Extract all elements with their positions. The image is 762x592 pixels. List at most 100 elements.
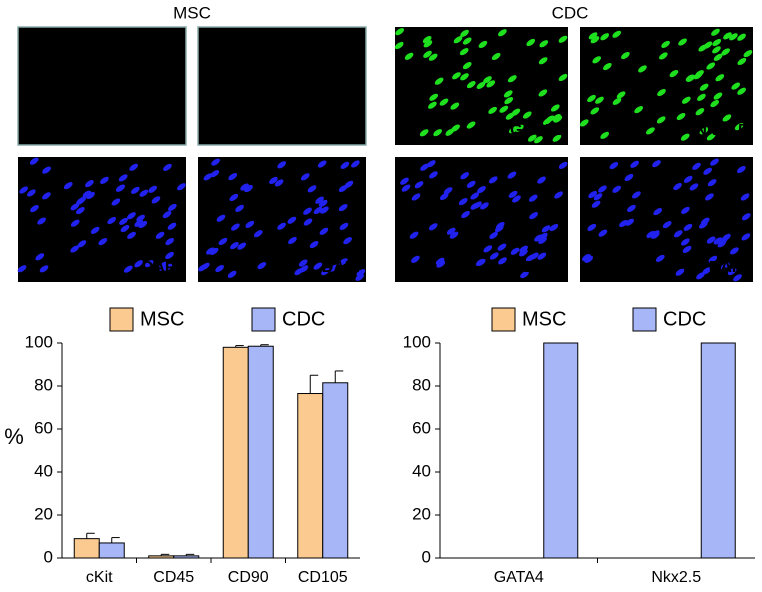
nucleus — [422, 36, 432, 44]
nucleus — [473, 201, 482, 209]
nucleus — [434, 77, 444, 85]
nucleus — [253, 230, 263, 238]
nucleus — [355, 273, 365, 281]
nucleus — [558, 73, 568, 82]
bar — [222, 346, 249, 559]
nucleus — [404, 52, 414, 60]
nucleus — [235, 204, 244, 212]
nucleus — [218, 237, 228, 246]
nucleus — [681, 206, 690, 214]
nucleus — [588, 32, 598, 40]
nucleus — [111, 198, 121, 206]
panel-label: GATA4 — [128, 122, 180, 139]
nucleus — [542, 117, 552, 125]
error-bar — [86, 532, 95, 539]
nucleus — [227, 270, 237, 278]
nucleus — [741, 213, 751, 221]
nucleus — [717, 240, 727, 248]
nucleus — [652, 160, 661, 168]
nucleus — [27, 189, 36, 197]
nucleus — [428, 53, 438, 61]
nucleus — [460, 172, 470, 180]
nucleus — [400, 177, 409, 185]
nucleus — [206, 247, 215, 255]
nucleus — [587, 94, 596, 103]
nucleus — [711, 28, 720, 36]
panel-label: DAPI — [524, 259, 562, 276]
nucleus — [488, 106, 497, 114]
nucleus — [76, 197, 85, 205]
micrograph — [197, 26, 367, 146]
bar — [98, 542, 125, 559]
nucleus — [488, 176, 498, 184]
nucleus — [538, 236, 547, 244]
nucleus — [706, 133, 716, 141]
nucleus — [303, 207, 312, 215]
nucleus — [460, 73, 469, 81]
nucleus — [707, 179, 717, 187]
y-tick-label: 0 — [44, 547, 53, 566]
nucleus — [423, 40, 433, 48]
nucleus — [127, 212, 136, 220]
nucleus — [696, 272, 705, 280]
y-tick-label: 20 — [34, 504, 53, 523]
nucleus — [123, 265, 133, 273]
nucleus — [134, 260, 144, 268]
legend-label: MSC — [140, 308, 184, 330]
nucleus — [144, 260, 154, 268]
nucleus — [737, 57, 747, 66]
nucleus — [741, 233, 751, 241]
nucleus — [77, 240, 87, 248]
nucleus — [70, 219, 80, 227]
error-bar — [185, 553, 195, 556]
nucleus — [625, 218, 634, 226]
nucleus — [541, 225, 551, 233]
nucleus — [452, 72, 461, 80]
nucleus — [624, 173, 634, 182]
nucleus — [538, 89, 548, 97]
nucleus — [657, 88, 666, 97]
nucleus — [85, 180, 94, 188]
nucleus — [558, 161, 568, 169]
panel-label: DAPI — [322, 259, 360, 276]
group-title: CDC — [552, 3, 589, 22]
nucleus — [320, 206, 329, 214]
nucleus — [681, 96, 691, 104]
nucleus — [269, 176, 278, 185]
nucleus — [134, 219, 144, 227]
nucleus — [537, 176, 546, 184]
nucleus — [529, 212, 538, 220]
nucleus — [462, 62, 472, 70]
nucleus — [461, 210, 470, 219]
nucleus — [673, 182, 682, 191]
nucleus — [587, 223, 597, 231]
nucleus — [616, 91, 626, 99]
nucleus — [498, 257, 507, 265]
nucleus — [554, 191, 563, 199]
nucleus — [722, 114, 732, 122]
nucleus — [699, 127, 709, 135]
nucleus — [602, 62, 612, 71]
nucleus — [300, 173, 310, 181]
nucleus — [595, 96, 604, 104]
nucleus — [713, 53, 723, 61]
error-bar — [309, 374, 319, 394]
nucleus — [414, 181, 424, 189]
panel-label: DAPI — [142, 259, 180, 276]
nucleus — [680, 133, 690, 141]
nucleus — [228, 173, 238, 181]
nucleus — [498, 29, 507, 37]
nucleus — [638, 65, 647, 73]
nucleus — [588, 190, 598, 199]
nucleus — [476, 81, 486, 90]
nucleus — [409, 231, 419, 239]
nucleus — [215, 264, 225, 273]
nucleus — [203, 173, 213, 181]
nucleus — [612, 185, 622, 193]
nucleus — [512, 195, 521, 203]
nucleus — [737, 165, 746, 174]
nucleus — [630, 160, 639, 168]
nucleus — [303, 218, 313, 226]
nucleus — [411, 255, 420, 263]
